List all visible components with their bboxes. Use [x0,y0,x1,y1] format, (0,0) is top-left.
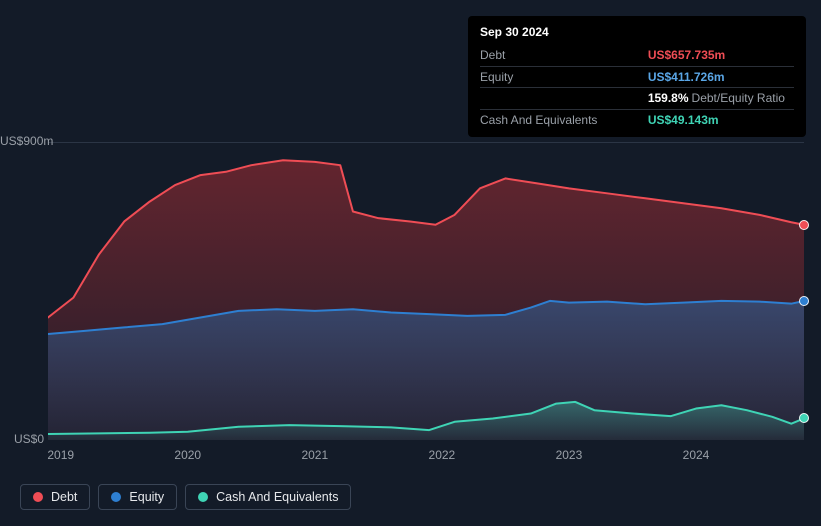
tooltip-table: DebtUS$657.735mEquityUS$411.726m 159.8%D… [480,45,794,131]
end-marker-cash [799,413,809,423]
tooltip-row-value: US$411.726m [648,66,794,88]
tooltip-row-label: Equity [480,66,648,88]
tooltip-row-label [480,88,648,110]
legend: Debt Equity Cash And Equivalents [20,484,351,510]
chart-plot-area [48,142,804,440]
legend-item-label: Cash And Equivalents [216,490,338,504]
x-axis-label: 2019 [36,448,86,462]
end-marker-equity [799,296,809,306]
tooltip-date: Sep 30 2024 [480,24,794,41]
tooltip-row-value: US$49.143m [648,110,794,131]
legend-item-debt[interactable]: Debt [20,484,90,510]
x-axis-label: 2022 [417,448,467,462]
tooltip-row-label: Cash And Equivalents [480,110,648,131]
x-axis-label: 2021 [290,448,340,462]
tooltip-row-label: Debt [480,45,648,66]
end-marker-debt [799,220,809,230]
tooltip-row-value: 159.8%Debt/Equity Ratio [648,88,794,110]
chart-tooltip: Sep 30 2024 DebtUS$657.735mEquityUS$411.7… [468,16,806,137]
legend-dot-icon [111,492,121,502]
legend-dot-icon [33,492,43,502]
legend-item-cash[interactable]: Cash And Equivalents [185,484,351,510]
legend-item-label: Equity [129,490,164,504]
x-axis-label: 2020 [163,448,213,462]
y-axis-label: US$900m [0,134,44,148]
legend-dot-icon [198,492,208,502]
x-axis-label: 2024 [671,448,721,462]
legend-item-label: Debt [51,490,77,504]
x-axis-label: 2023 [544,448,594,462]
legend-item-equity[interactable]: Equity [98,484,177,510]
y-axis-label: US$0 [0,432,44,446]
tooltip-row-value: US$657.735m [648,45,794,66]
chart-svg [48,142,804,440]
